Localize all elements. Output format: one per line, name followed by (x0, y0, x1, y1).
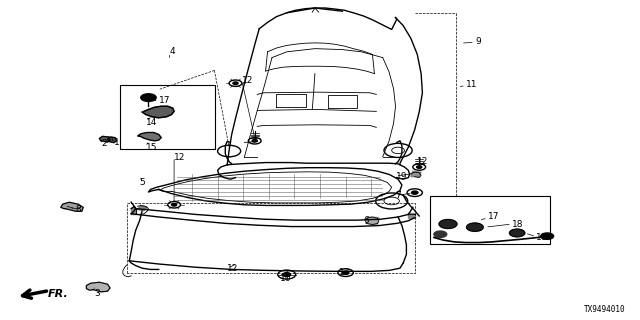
Polygon shape (108, 137, 116, 143)
Polygon shape (61, 202, 83, 211)
Circle shape (439, 220, 457, 228)
Circle shape (233, 82, 238, 84)
Text: FR.: FR. (48, 289, 68, 299)
Text: 13: 13 (339, 268, 351, 277)
Polygon shape (138, 132, 161, 141)
Polygon shape (99, 136, 110, 142)
Text: 14: 14 (146, 118, 157, 127)
Polygon shape (86, 282, 110, 292)
Bar (120, 85, 215, 149)
Text: 4: 4 (170, 47, 175, 56)
Text: 2: 2 (101, 139, 107, 148)
Circle shape (412, 191, 418, 194)
Polygon shape (366, 217, 379, 225)
Text: 7: 7 (396, 191, 401, 200)
Text: 19: 19 (396, 172, 407, 181)
Circle shape (252, 140, 257, 142)
Text: 10: 10 (280, 274, 292, 283)
Circle shape (509, 229, 525, 237)
Text: 15: 15 (146, 143, 157, 152)
Text: 12: 12 (174, 153, 186, 162)
Polygon shape (142, 106, 174, 118)
Text: 3: 3 (95, 289, 100, 298)
Circle shape (467, 223, 483, 231)
Bar (430, 196, 550, 244)
Text: TX9494010: TX9494010 (584, 305, 626, 314)
Text: 12: 12 (242, 76, 253, 85)
Polygon shape (138, 205, 147, 211)
Text: 12: 12 (227, 264, 239, 273)
Text: 18: 18 (512, 220, 524, 229)
Polygon shape (131, 208, 136, 214)
Text: 17: 17 (488, 212, 499, 221)
Circle shape (434, 231, 447, 237)
Text: 9: 9 (475, 37, 481, 46)
Text: 12: 12 (417, 157, 429, 166)
Text: 11: 11 (466, 80, 477, 89)
Circle shape (342, 271, 349, 274)
Text: 8: 8 (76, 205, 81, 214)
Text: 1: 1 (114, 138, 120, 147)
Circle shape (417, 166, 422, 168)
Circle shape (541, 233, 554, 239)
Circle shape (141, 94, 156, 101)
Polygon shape (408, 213, 415, 218)
Circle shape (283, 273, 291, 276)
Text: 6: 6 (364, 216, 369, 225)
Text: 5: 5 (140, 178, 145, 187)
Circle shape (172, 204, 177, 206)
Text: 16: 16 (536, 233, 548, 242)
Polygon shape (411, 171, 421, 177)
Text: 17: 17 (159, 96, 170, 105)
